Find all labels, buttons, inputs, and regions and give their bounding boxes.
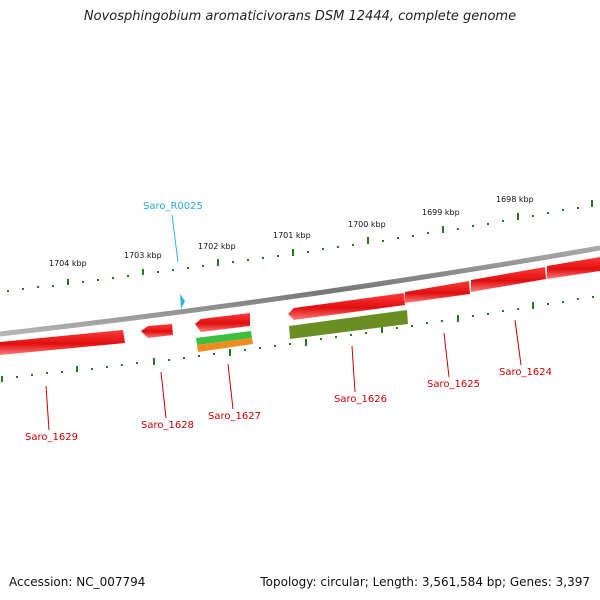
gene-label-saro-1626[interactable]: Saro_1626 (334, 394, 387, 405)
gene-saro-1626-olive[interactable] (289, 310, 408, 339)
scale-ticks-upper (7, 200, 593, 292)
rna-leader-line (171, 214, 179, 263)
genome-summary: Topology: circular; Length: 3,561,584 bp… (260, 575, 590, 589)
scale-label-1701: 1701 kbp (273, 231, 311, 240)
gene-saro-1625[interactable] (405, 281, 470, 303)
scale-label-1703: 1703 kbp (124, 251, 162, 260)
gene-label-saro-1628[interactable]: Saro_1628 (141, 420, 194, 431)
rna-label-saro-r0025[interactable]: Saro_R0025 (143, 201, 203, 212)
gene-saro-1627-orange[interactable] (197, 338, 253, 352)
scale-ticks-lower (1, 296, 594, 382)
gene-saro-1624[interactable] (471, 267, 546, 292)
accession-label: Accession: NC_007794 (9, 575, 146, 589)
scale-label-1704: 1704 kbp (49, 259, 87, 268)
gene-next[interactable] (547, 257, 600, 279)
gene-leader-lines (45, 319, 522, 431)
page-title: Novosphingobium aromaticivorans DSM 1244… (83, 9, 517, 24)
gene-saro-1627-green[interactable] (196, 331, 252, 345)
gene-saro-1627[interactable] (195, 313, 250, 332)
gene-label-saro-1629[interactable]: Saro_1629 (25, 432, 78, 443)
gene-label-saro-1627[interactable]: Saro_1627 (208, 411, 261, 422)
gene-label-saro-1624[interactable]: Saro_1624 (499, 367, 552, 378)
rna-feature-arrow[interactable] (180, 294, 185, 309)
gene-saro-1626[interactable] (288, 293, 405, 320)
scale-label-1702: 1702 kbp (198, 242, 236, 251)
scale-label-1700: 1700 kbp (348, 220, 386, 229)
scale-label-1699: 1699 kbp (422, 208, 460, 217)
gene-label-saro-1625[interactable]: Saro_1625 (427, 379, 480, 390)
gene-saro-1629[interactable] (0, 330, 125, 355)
scale-label-1698: 1698 kbp (496, 195, 534, 204)
gene-saro-1628[interactable] (141, 324, 173, 338)
genome-backbone (0, 245, 600, 337)
